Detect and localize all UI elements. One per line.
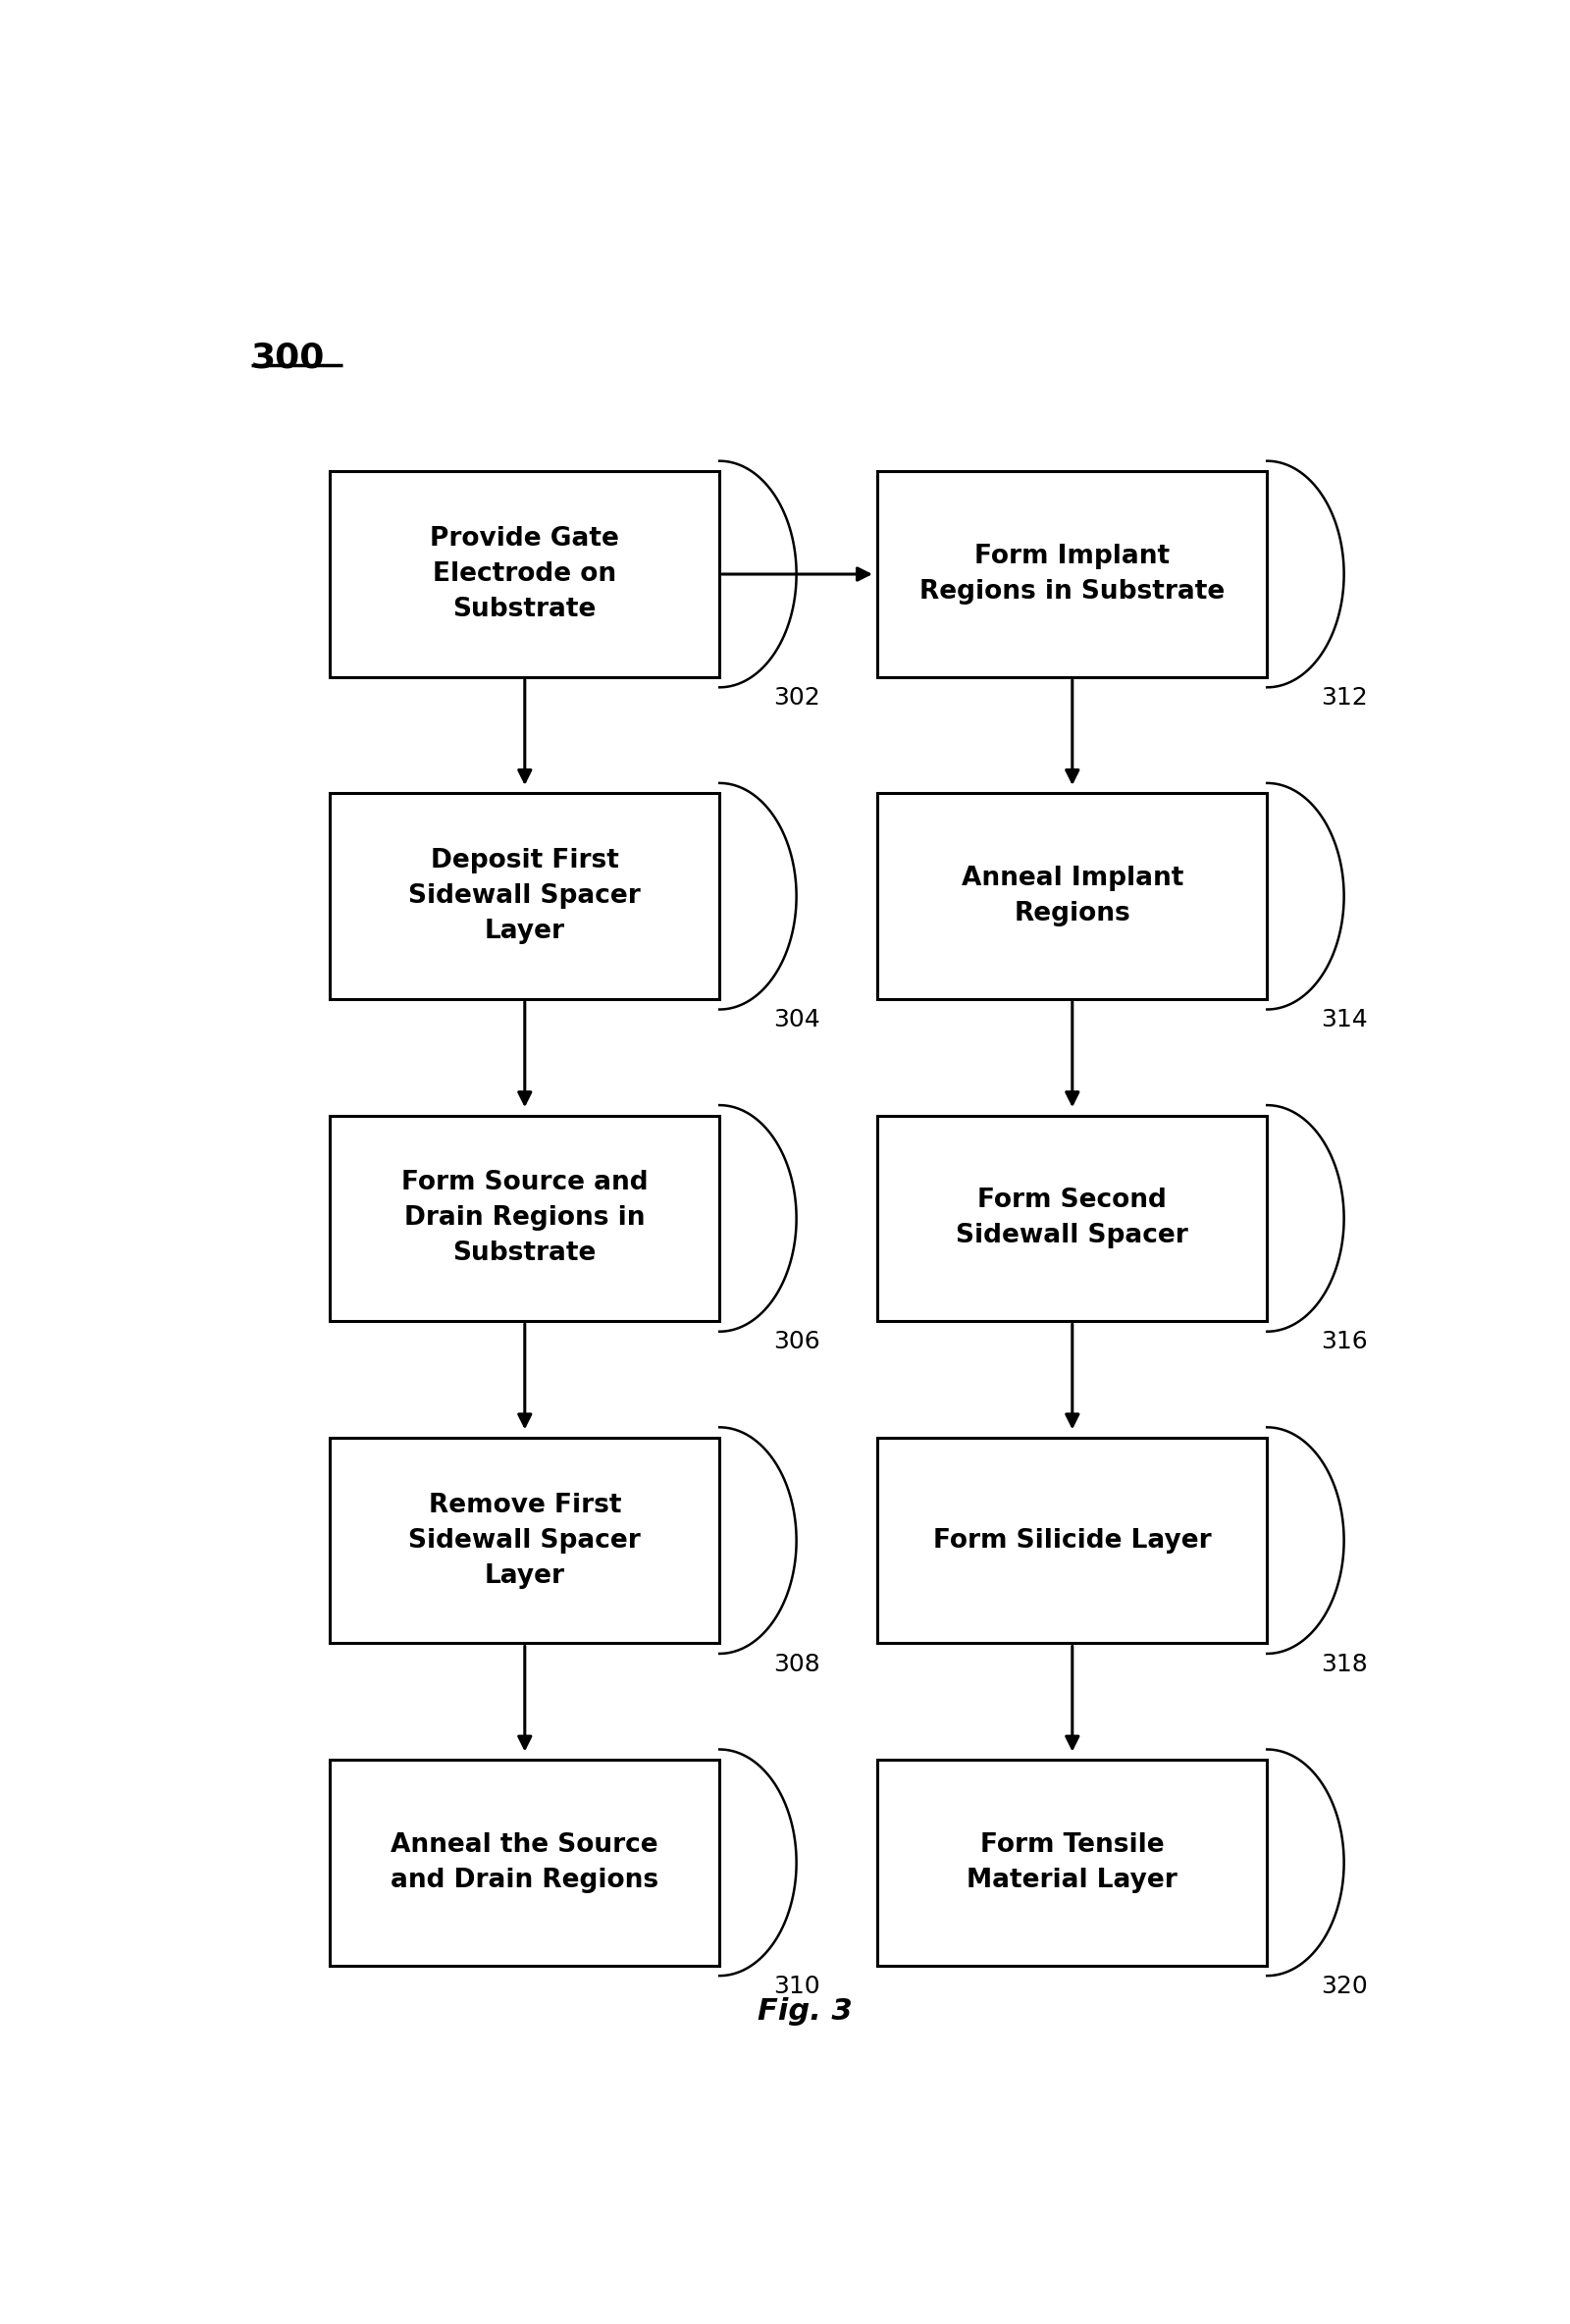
Text: 320: 320: [1320, 1975, 1367, 1999]
Text: Anneal the Source
and Drain Regions: Anneal the Source and Drain Regions: [391, 1831, 659, 1894]
FancyBboxPatch shape: [330, 1439, 719, 1643]
Text: Form Second
Sidewall Spacer: Form Second Sidewall Spacer: [956, 1188, 1188, 1248]
FancyBboxPatch shape: [878, 1439, 1267, 1643]
Text: Remove First
Sidewall Spacer
Layer: Remove First Sidewall Spacer Layer: [408, 1492, 641, 1590]
Text: 310: 310: [774, 1975, 820, 1999]
Text: Provide Gate
Electrode on
Substrate: Provide Gate Electrode on Substrate: [430, 525, 620, 623]
Text: Form Tensile
Material Layer: Form Tensile Material Layer: [967, 1831, 1178, 1894]
Text: Deposit First
Sidewall Spacer
Layer: Deposit First Sidewall Spacer Layer: [408, 848, 641, 944]
FancyBboxPatch shape: [878, 1116, 1267, 1322]
Text: 308: 308: [774, 1652, 820, 1676]
Text: 312: 312: [1320, 686, 1367, 709]
Text: 306: 306: [774, 1329, 820, 1355]
Text: Form Implant
Regions in Substrate: Form Implant Regions in Substrate: [920, 544, 1225, 604]
Text: Fig. 3: Fig. 3: [757, 1996, 853, 2024]
Text: 316: 316: [1320, 1329, 1367, 1355]
Text: Form Source and
Drain Regions in
Substrate: Form Source and Drain Regions in Substra…: [402, 1171, 648, 1267]
Text: 302: 302: [774, 686, 820, 709]
Text: 314: 314: [1320, 1009, 1367, 1032]
Text: Anneal Implant
Regions: Anneal Implant Regions: [961, 867, 1184, 927]
Text: 300: 300: [251, 342, 325, 374]
Text: 318: 318: [1320, 1652, 1367, 1676]
Text: Form Silicide Layer: Form Silicide Layer: [933, 1527, 1212, 1552]
FancyBboxPatch shape: [330, 1116, 719, 1322]
FancyBboxPatch shape: [878, 472, 1267, 676]
FancyBboxPatch shape: [330, 1759, 719, 1966]
FancyBboxPatch shape: [878, 792, 1267, 999]
FancyBboxPatch shape: [330, 792, 719, 999]
FancyBboxPatch shape: [878, 1759, 1267, 1966]
FancyBboxPatch shape: [330, 472, 719, 676]
Text: 304: 304: [774, 1009, 820, 1032]
